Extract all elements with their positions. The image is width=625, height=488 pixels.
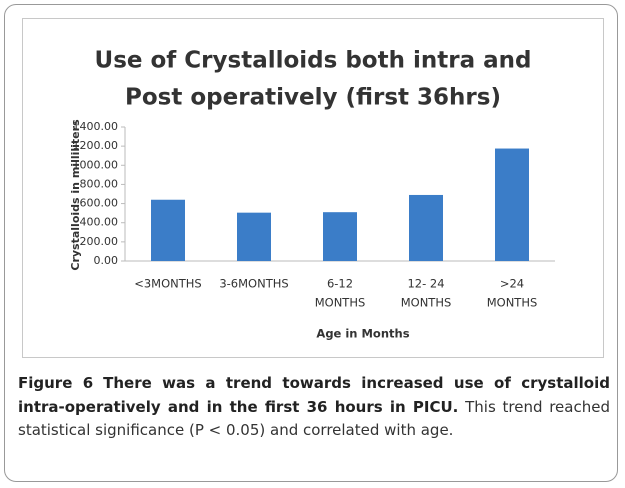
y-tick-label: 0.00: [94, 254, 119, 267]
chart-title: Post operatively (first 36hrs): [125, 85, 501, 111]
y-tick-label: 1000.00: [73, 158, 119, 171]
y-tick-label: 400.00: [80, 216, 119, 229]
x-tick-label: 6-12: [327, 277, 353, 291]
caption-title: There was a trend towards increased use …: [18, 374, 610, 416]
x-tick-label: MONTHS: [315, 296, 366, 310]
y-tick-label: 1200.00: [73, 139, 119, 152]
bar: [237, 212, 271, 261]
caption-label: Figure 6: [18, 374, 94, 392]
y-tick-label: 800.00: [80, 177, 119, 190]
bar: [495, 148, 529, 261]
x-axis-label: Age in Months: [316, 327, 409, 341]
x-tick-label: MONTHS: [487, 296, 538, 310]
caption: Figure 6 There was a trend towards incre…: [18, 372, 610, 443]
x-tick-label: MONTHS: [401, 296, 452, 310]
bar: [409, 194, 443, 261]
x-tick-label: 3-6MONTHS: [219, 277, 288, 291]
chart-title: Use of Crystalloids both intra and: [95, 48, 532, 74]
bar: [151, 199, 185, 261]
y-tick-label: 1400.00: [73, 120, 119, 133]
y-axis-label: Crystalloids in milliliters: [69, 119, 82, 271]
bar: [323, 212, 357, 261]
x-tick-label: 12- 24: [407, 277, 444, 291]
x-tick-label: <3MONTHS: [134, 277, 202, 291]
y-tick-label: 600.00: [80, 197, 119, 210]
figure-frame: [4, 4, 618, 482]
x-tick-label: >24: [500, 277, 524, 291]
caption-text: This trend reached statistical significa…: [18, 397, 610, 440]
y-tick-label: 200.00: [80, 235, 119, 248]
